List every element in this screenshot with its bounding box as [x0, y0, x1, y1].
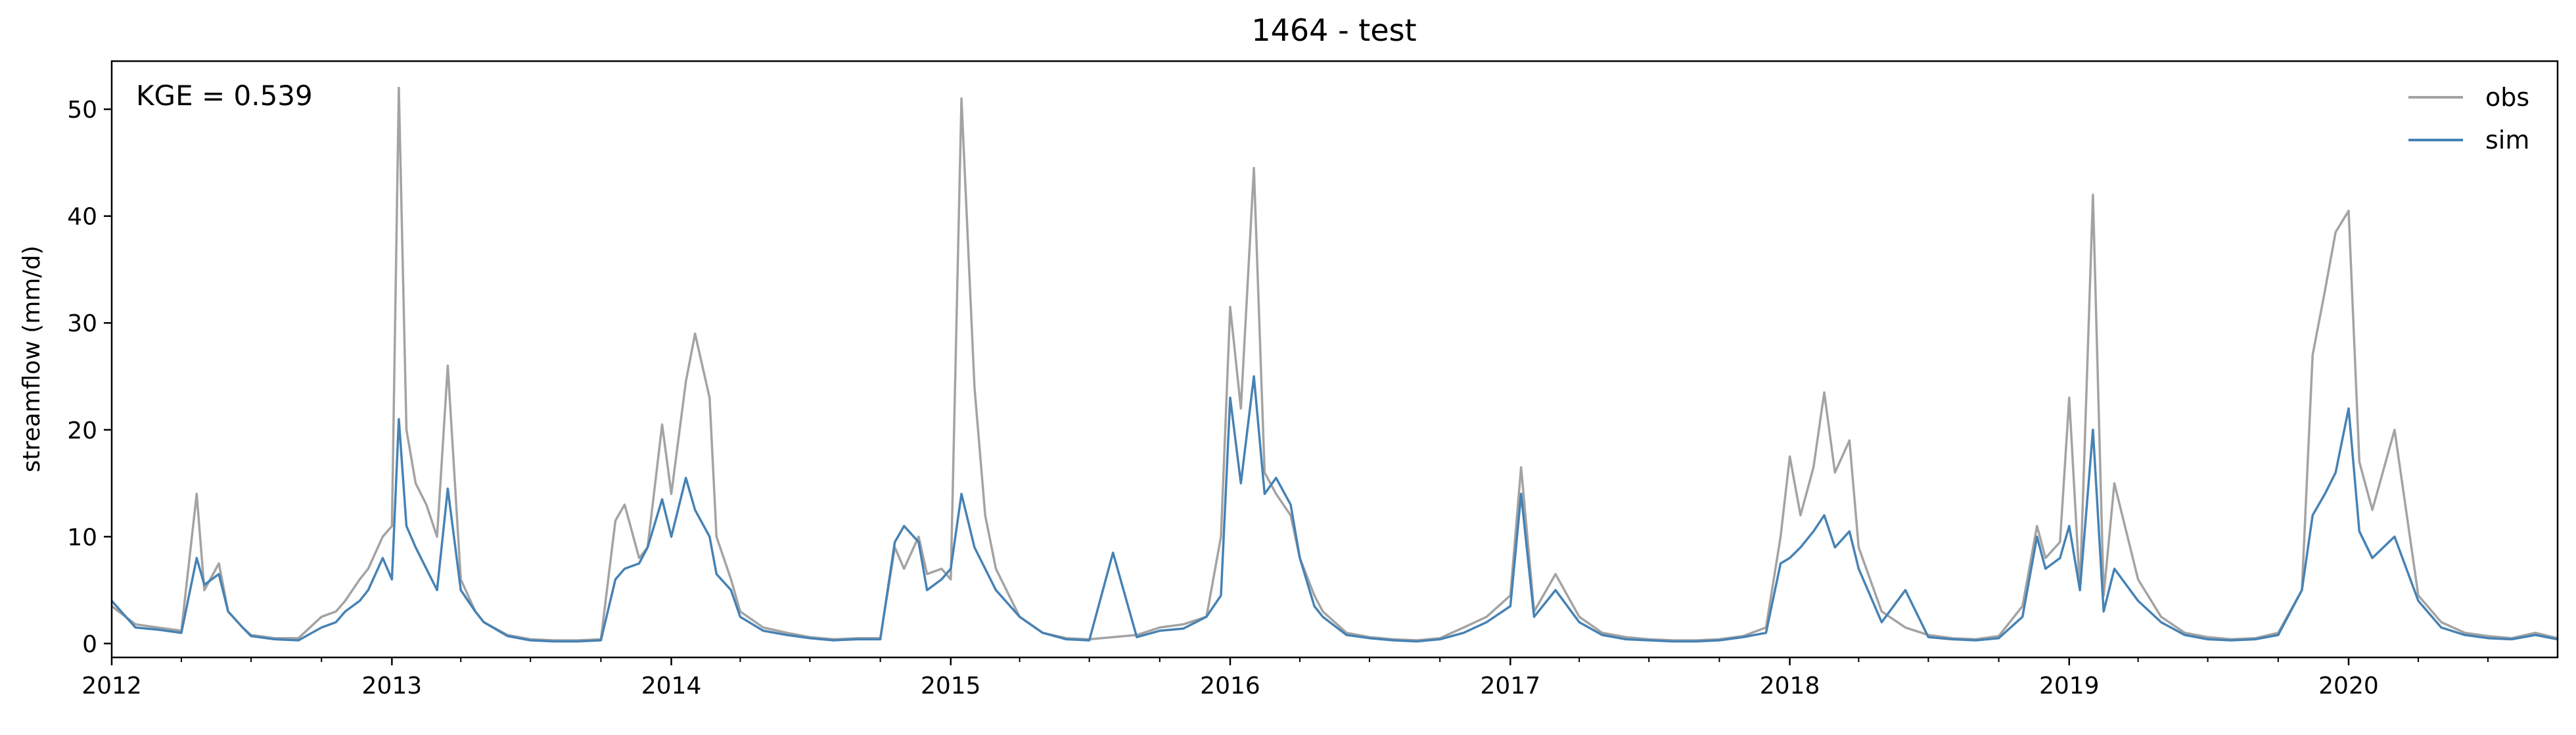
- plot-area: [110, 60, 2559, 659]
- legend: obs sim: [2408, 83, 2529, 154]
- x-tick-label: 2014: [641, 673, 702, 699]
- y-tick-label: 10: [67, 524, 97, 551]
- y-tick-label: 30: [67, 310, 97, 337]
- y-axis: 0 10 20 30 40 50: [67, 97, 112, 658]
- y-tick-label: 50: [67, 97, 97, 124]
- series-line-sim: [110, 375, 2558, 643]
- x-tick-label: 2020: [2318, 673, 2379, 699]
- x-tick-label: 2019: [2039, 673, 2100, 699]
- x-tick-label: 2018: [1760, 673, 1820, 699]
- y-tick-label: 0: [82, 631, 97, 658]
- y-tick-label: 40: [67, 204, 97, 231]
- y-axis-label: streamflow (mm/d): [18, 246, 45, 473]
- y-tick-label: 20: [67, 417, 97, 444]
- kge-annotation: KGE = 0.539: [136, 80, 313, 112]
- x-tick-label: 2015: [921, 673, 981, 699]
- x-tick-label: 2013: [362, 673, 423, 699]
- chart-title: 1464 - test: [1251, 12, 1416, 48]
- series-line-obs: [110, 86, 2558, 642]
- x-tick-label: 2017: [1481, 673, 1541, 699]
- plot-frame: [110, 60, 2559, 659]
- legend-label-obs: obs: [2485, 83, 2529, 112]
- x-tick-label: 2016: [1200, 673, 1260, 699]
- series-layer: [110, 86, 2558, 643]
- x-tick-label: 2012: [81, 673, 142, 699]
- x-axis: 2012 2013 2014 2015 2016 2017 2018 2019 2020: [81, 657, 2489, 699]
- legend-label-sim: sim: [2485, 126, 2529, 154]
